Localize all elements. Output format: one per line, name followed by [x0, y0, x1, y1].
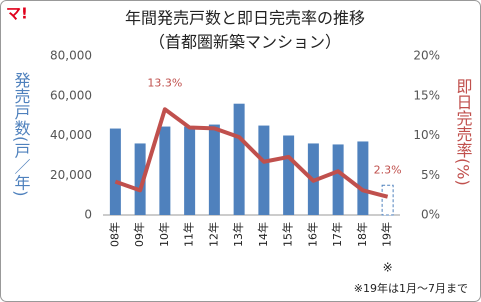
y2-tick-label: 0% [421, 208, 440, 222]
bar [357, 141, 369, 215]
x-tick-label: 14年 [256, 222, 270, 247]
y2-tick-label: 20% [413, 49, 440, 63]
x-tick-label: 10年 [157, 222, 171, 247]
bar [109, 128, 121, 215]
x-tick-label: 18年 [355, 222, 369, 247]
x-tick-label: 09年 [132, 222, 146, 247]
x-tick-label: 13年 [231, 222, 245, 247]
y-tick-label: 0 [84, 208, 92, 222]
footnote: ※19年は1月～7月まで [354, 281, 468, 295]
x-tick-label: 08年 [107, 222, 121, 247]
x-tick-label: 12年 [206, 222, 220, 247]
bar [208, 124, 220, 215]
y2-tick-label: 15% [413, 88, 440, 102]
bar [184, 126, 196, 215]
bar [283, 135, 295, 215]
data-label: 13.3% [147, 76, 182, 89]
y-tick-label: 80,000 [50, 49, 92, 63]
x-tick-label: 17年 [330, 222, 344, 247]
y2-tick-label: 10% [413, 128, 440, 142]
logo: マ! [6, 5, 28, 23]
x-tick-label: 15年 [281, 222, 295, 247]
y-tick-label: 60,000 [50, 88, 92, 102]
x-tick-label: 11年 [182, 222, 196, 247]
y2-tick-label: 5% [421, 168, 440, 182]
chart-subtitle: （首都圏新築マンション） [149, 33, 341, 52]
bar [332, 144, 344, 215]
bar [258, 125, 270, 215]
bar [381, 184, 394, 216]
bar [134, 143, 146, 215]
bar [233, 103, 245, 215]
x-tick-label: 19年 [380, 222, 394, 247]
annotation: ※ [383, 261, 393, 275]
y-axis-label: 発売戸数(戸／年) [12, 72, 31, 196]
x-tick-label: 16年 [305, 222, 319, 247]
y-tick-label: 40,000 [50, 128, 92, 142]
line [114, 107, 389, 199]
y-tick-label: 20,000 [50, 168, 92, 182]
bar [159, 126, 171, 215]
chart-title: 年間発売戸数と即日完売率の推移 [125, 9, 365, 28]
y2-axis-label: 即日完売率(%) [454, 78, 473, 186]
data-label: 2.3% [374, 164, 402, 177]
